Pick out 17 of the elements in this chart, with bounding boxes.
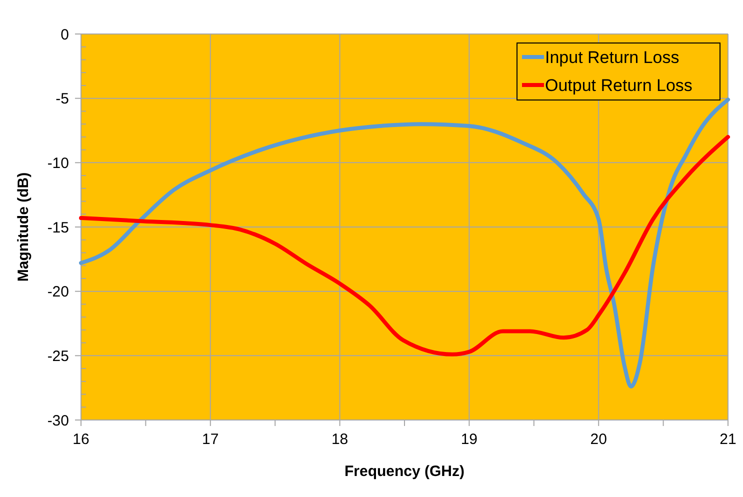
y-tick-label: -25 <box>47 348 69 365</box>
x-axis-title: Frequency (GHz) <box>344 463 465 480</box>
legend-label: Output Return Loss <box>545 76 692 95</box>
y-tick-label: -20 <box>47 284 69 301</box>
x-tick-label: 17 <box>202 431 219 448</box>
y-tick-label: -30 <box>47 412 69 430</box>
x-tick-label: 20 <box>590 431 607 448</box>
y-tick-label: -15 <box>47 219 69 236</box>
x-tick-label: 16 <box>72 431 90 448</box>
x-tick-label: 21 <box>720 431 736 448</box>
legend-label: Input Return Loss <box>545 48 680 67</box>
y-axis-title: Magnitude (dB) <box>15 172 32 282</box>
x-tick-label: 19 <box>460 431 478 448</box>
y-tick-label: -10 <box>47 154 69 172</box>
x-tick-label: 18 <box>331 431 348 448</box>
y-tick-label: 0 <box>60 26 69 44</box>
y-tick-label: -5 <box>56 90 69 108</box>
